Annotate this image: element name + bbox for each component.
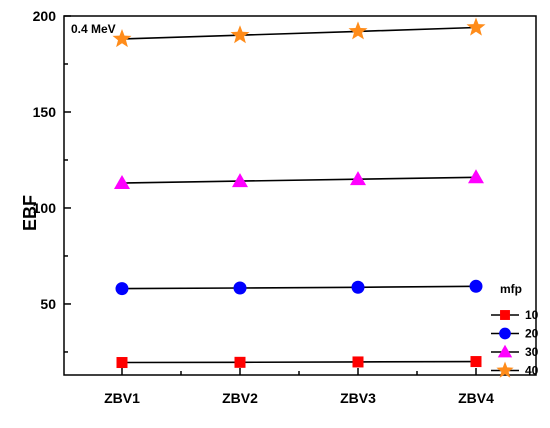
y-tick-label: 50 bbox=[40, 296, 56, 312]
data-point-20 bbox=[469, 279, 483, 293]
plot-frame bbox=[63, 15, 537, 376]
legend-title: mfp bbox=[500, 282, 522, 296]
data-point-10 bbox=[234, 356, 246, 368]
legend-entry-30: 30 bbox=[491, 344, 539, 359]
legend-label: 40 bbox=[525, 364, 539, 378]
series-20 bbox=[115, 279, 483, 296]
legend-marker bbox=[499, 327, 511, 340]
series-10 bbox=[116, 356, 482, 369]
series-line-10 bbox=[121, 360, 477, 364]
data-point-40 bbox=[348, 21, 368, 40]
data-point-20 bbox=[115, 282, 129, 296]
data-point-40 bbox=[466, 17, 486, 36]
x-tick-label: ZBV2 bbox=[222, 390, 258, 406]
legend-label: 10 bbox=[525, 308, 539, 322]
data-point-10 bbox=[470, 356, 482, 368]
data-point-40 bbox=[112, 29, 132, 48]
energy-annotation: 0.4 MeV bbox=[71, 22, 116, 36]
x-tick-label: ZBV4 bbox=[458, 390, 494, 406]
legend-marker bbox=[500, 310, 510, 320]
series-line-20 bbox=[121, 285, 477, 290]
legend-label: 30 bbox=[525, 345, 539, 359]
data-point-30 bbox=[350, 171, 366, 186]
y-tick-label: 150 bbox=[33, 104, 57, 120]
x-tick-label: ZBV1 bbox=[104, 390, 140, 406]
data-point-20 bbox=[233, 281, 247, 295]
x-tick-label: ZBV3 bbox=[340, 390, 376, 406]
legend-marker bbox=[497, 344, 513, 358]
axes: 50 100 150 200 ZBV1 ZBV2 ZBV3 ZBV4 bbox=[33, 8, 537, 406]
data-point-40 bbox=[230, 25, 250, 44]
data-point-30 bbox=[468, 169, 484, 184]
series-40 bbox=[112, 17, 486, 48]
data-point-20 bbox=[351, 280, 365, 294]
data-point-10 bbox=[352, 356, 364, 368]
series-layer bbox=[112, 17, 486, 369]
legend: mfp 10 20 30 40 bbox=[491, 282, 539, 378]
legend-entry-20: 20 bbox=[491, 327, 539, 341]
data-point-30 bbox=[114, 175, 130, 190]
data-point-10 bbox=[116, 357, 128, 369]
series-line-30 bbox=[121, 176, 477, 184]
y-tick-label: 200 bbox=[33, 8, 57, 24]
series-line-40 bbox=[121, 26, 477, 40]
y-axis-title: EBF bbox=[20, 195, 40, 231]
legend-entry-10: 10 bbox=[491, 308, 539, 322]
legend-entry-40: 40 bbox=[491, 361, 539, 378]
legend-label: 20 bbox=[525, 327, 539, 341]
series-30 bbox=[114, 169, 484, 190]
y-tick-label: 100 bbox=[33, 200, 57, 216]
data-point-30 bbox=[232, 173, 248, 188]
legend-marker bbox=[496, 361, 514, 378]
